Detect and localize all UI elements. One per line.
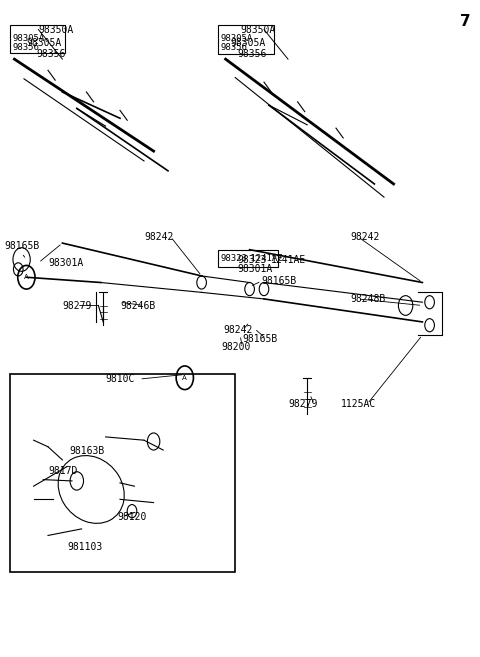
Text: 98242: 98242	[223, 325, 252, 336]
Text: 9817D: 9817D	[48, 466, 77, 476]
Text: 98356: 98356	[238, 49, 267, 59]
Text: 98120: 98120	[118, 512, 147, 522]
Text: 9810C: 9810C	[106, 374, 135, 384]
Bar	[10, 25, 65, 53]
Text: 98248B: 98248B	[350, 294, 385, 304]
Bar	[218, 250, 278, 267]
Text: 98305A: 98305A	[221, 34, 253, 43]
Text: 98279: 98279	[62, 300, 92, 311]
Text: 98165B: 98165B	[242, 334, 277, 344]
Text: 98323: 98323	[238, 254, 267, 265]
Text: A: A	[182, 374, 187, 381]
Text: 98165B: 98165B	[5, 241, 40, 252]
Text: 98356: 98356	[221, 43, 248, 52]
Text: 98305A: 98305A	[12, 34, 45, 43]
Text: 98163B: 98163B	[70, 446, 105, 457]
Text: 981103: 981103	[67, 541, 102, 552]
Text: 98301A: 98301A	[48, 258, 83, 268]
Text: 98350A: 98350A	[38, 24, 73, 35]
Text: 98301A: 98301A	[238, 264, 273, 275]
Text: 98305A: 98305A	[26, 37, 61, 48]
Text: A: A	[24, 274, 29, 281]
Text: 1241AE: 1241AE	[245, 254, 282, 263]
Text: 98356: 98356	[36, 49, 65, 59]
Text: 98165B: 98165B	[262, 276, 297, 286]
Text: 1241AE: 1241AE	[271, 254, 306, 265]
Text: 98305A: 98305A	[230, 37, 265, 48]
Text: 98242: 98242	[144, 231, 173, 242]
Text: 98242: 98242	[350, 231, 380, 242]
Text: 98200: 98200	[222, 342, 251, 352]
Text: 98246B: 98246B	[120, 300, 155, 311]
Text: 98279: 98279	[288, 399, 317, 409]
Text: 98356: 98356	[12, 43, 39, 52]
Bar	[10, 374, 235, 572]
Text: 98350A: 98350A	[240, 24, 275, 35]
Text: 1125AC: 1125AC	[341, 399, 376, 409]
Text: 7: 7	[460, 14, 470, 30]
Text: 98323: 98323	[221, 254, 248, 263]
Bar	[218, 25, 274, 54]
